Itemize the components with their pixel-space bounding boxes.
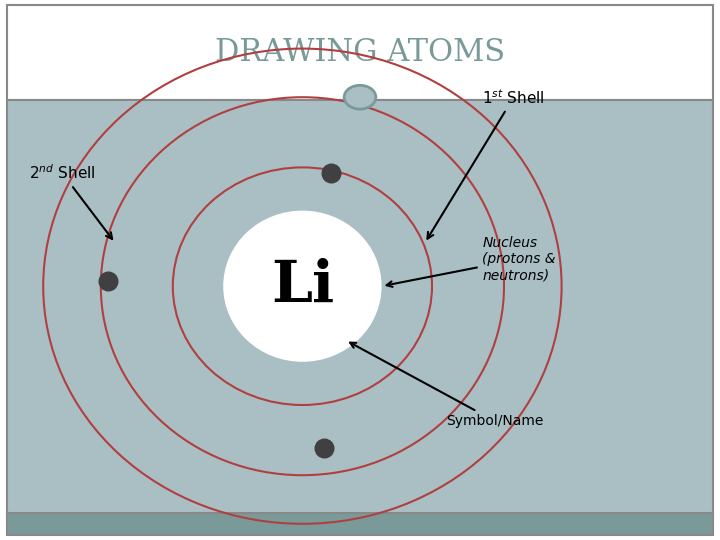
Point — [318, 444, 330, 453]
Point — [102, 276, 114, 285]
Text: $2^{nd}$ Shell: $2^{nd}$ Shell — [29, 164, 112, 239]
Circle shape — [344, 85, 376, 109]
Text: Symbol/Name: Symbol/Name — [350, 343, 544, 428]
FancyBboxPatch shape — [7, 5, 713, 100]
Text: DRAWING ATOMS: DRAWING ATOMS — [215, 37, 505, 68]
Text: Li: Li — [271, 258, 334, 314]
FancyBboxPatch shape — [7, 513, 713, 535]
Point — [325, 168, 337, 177]
Ellipse shape — [223, 211, 382, 362]
Text: $1^{st}$ Shell: $1^{st}$ Shell — [428, 88, 545, 239]
Text: Nucleus
(protons &
neutrons): Nucleus (protons & neutrons) — [387, 236, 556, 287]
FancyBboxPatch shape — [7, 100, 713, 516]
